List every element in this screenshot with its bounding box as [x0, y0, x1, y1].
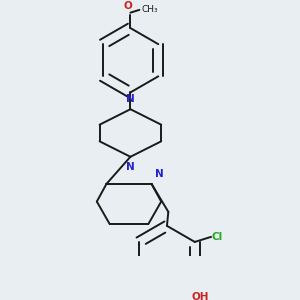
Text: N: N: [155, 169, 164, 179]
Text: N: N: [126, 162, 135, 172]
Text: CH₃: CH₃: [141, 5, 158, 14]
Text: Cl: Cl: [212, 232, 223, 242]
Text: O: O: [123, 1, 132, 11]
Text: N: N: [126, 94, 135, 104]
Text: OH: OH: [192, 292, 209, 300]
